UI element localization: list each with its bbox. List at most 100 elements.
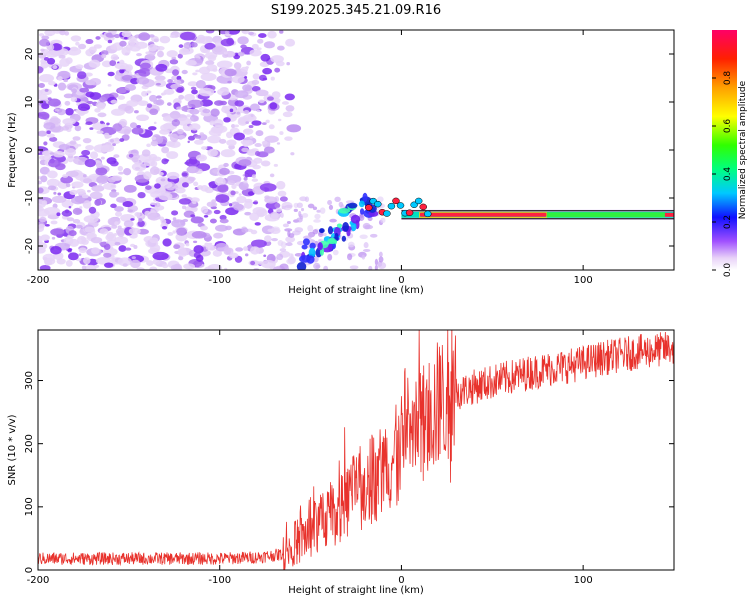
noise-blob (56, 258, 66, 265)
noise-blob (45, 50, 59, 58)
noise-blob (89, 151, 99, 160)
noise-blob (230, 190, 236, 196)
noise-blob (119, 138, 125, 142)
noise-blob (148, 34, 155, 38)
noise-blob (313, 262, 321, 270)
noise-blob (213, 100, 224, 106)
noise-blob (267, 30, 277, 39)
noise-blob (95, 162, 103, 169)
noise-blob (112, 143, 116, 147)
noise-blob (189, 108, 200, 115)
noise-blob (64, 100, 71, 106)
noise-blob (264, 195, 271, 200)
noise-blob (39, 100, 47, 105)
noise-blob (110, 203, 117, 209)
noise-blob (96, 175, 109, 185)
noise-blob (217, 184, 229, 193)
noise-blob (150, 202, 156, 206)
noise-blob (204, 266, 215, 270)
noise-blob (216, 60, 233, 69)
noise-blob (53, 191, 57, 195)
noise-blob (69, 140, 77, 145)
noise-blob (205, 60, 215, 66)
noise-blob (78, 253, 82, 256)
noise-blob (64, 148, 77, 157)
noise-blob (145, 239, 159, 248)
noise-blob (65, 170, 79, 178)
noise-blob (79, 206, 83, 209)
noise-blob (195, 154, 208, 162)
noise-blob (277, 118, 282, 122)
noise-blob (87, 189, 91, 193)
colorbar-tick-label: 0.4 (723, 167, 733, 182)
noise-blob (84, 72, 93, 77)
noise-blob (138, 218, 143, 223)
colorbar: 0.0 0.2 0.4 0.6 0.8 Normalized spectral ampl… (712, 30, 748, 277)
noise-blob (224, 267, 228, 270)
noise-blob (101, 60, 113, 68)
y-tick-label: -10 (24, 190, 35, 206)
noise-blob (100, 126, 117, 136)
x-tick-label: -200 (27, 575, 50, 586)
snr-y-label: SNR (10 * v/v) (7, 414, 18, 485)
noise-blob (89, 218, 95, 222)
noise-blob (117, 165, 124, 172)
noise-blob (277, 190, 287, 197)
noise-blob (173, 244, 181, 250)
noise-blob (296, 240, 305, 246)
x-tick-label: 100 (574, 275, 593, 286)
noise-blob (166, 151, 179, 160)
noise-blob (136, 267, 145, 270)
noise-blob (285, 105, 295, 112)
noise-blob (244, 211, 252, 216)
noise-blob (38, 180, 43, 185)
noise-blob (277, 45, 285, 51)
noise-blob (225, 225, 232, 231)
noise-blob (254, 143, 262, 148)
noise-blob (111, 224, 118, 229)
noise-blob (165, 141, 176, 147)
x-tick-label: -100 (208, 275, 231, 286)
noise-blob (159, 35, 171, 44)
noise-blob (252, 201, 258, 205)
noise-blob (149, 266, 158, 270)
chirp-blob (359, 208, 365, 215)
noise-blob (327, 200, 333, 206)
noise-blob (212, 46, 228, 55)
noise-blob (363, 242, 369, 249)
noise-blob (162, 238, 172, 247)
noise-blob (71, 181, 84, 188)
noise-blob (44, 30, 56, 37)
noise-blob (70, 35, 82, 42)
noise-blob (130, 259, 141, 269)
noise-blob (90, 236, 103, 244)
noise-blob (251, 120, 262, 126)
noise-blob (121, 74, 133, 81)
noise-blob (244, 75, 248, 79)
noise-blob (100, 144, 115, 153)
noise-blob (249, 49, 262, 57)
chirp-blob (306, 255, 315, 264)
noise-blob (38, 238, 43, 244)
noise-blob (247, 191, 255, 196)
noise-blob (75, 41, 80, 46)
noise-blob (72, 136, 81, 141)
noise-blob (296, 202, 303, 209)
noise-blob (186, 114, 192, 118)
noise-blob (89, 77, 102, 86)
noise-blob (47, 170, 58, 179)
noise-blob (223, 51, 228, 55)
noise-blob (110, 44, 117, 50)
noise-blob (274, 99, 280, 104)
noise-blob (261, 161, 271, 167)
noise-blob (129, 122, 138, 129)
x-tick-label: 100 (574, 575, 593, 586)
noise-blob (228, 203, 233, 207)
noise-blob (137, 220, 145, 228)
noise-blob (284, 204, 293, 208)
noise-blob (47, 33, 53, 37)
noise-blob (290, 152, 295, 156)
noise-blob (122, 263, 128, 267)
chirp-blob (327, 226, 334, 235)
noise-blob (269, 173, 275, 178)
